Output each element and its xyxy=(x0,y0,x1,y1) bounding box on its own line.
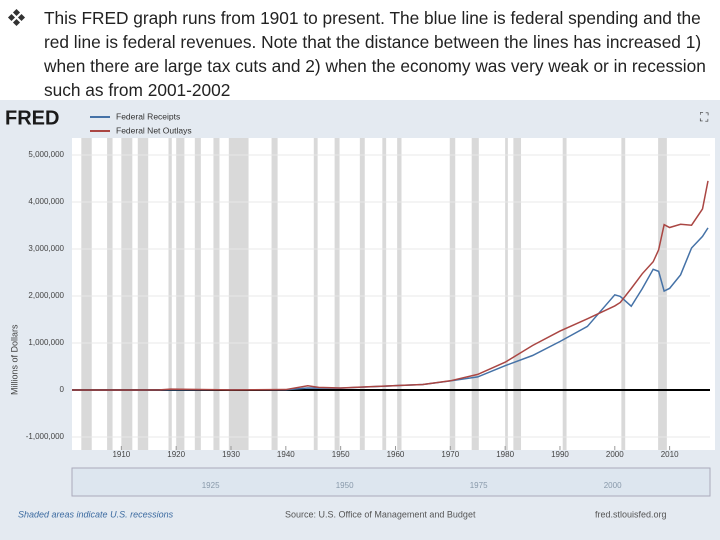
recession-band xyxy=(107,138,113,450)
y-tick-label: 1,000,000 xyxy=(28,338,64,347)
x-tick-label: 1910 xyxy=(112,450,130,459)
x-tick-label: 1980 xyxy=(496,450,514,459)
y-tick-label: 3,000,000 xyxy=(28,244,64,253)
recession-band xyxy=(658,138,667,450)
recession-band xyxy=(359,138,365,450)
y-tick-label: 4,000,000 xyxy=(28,197,64,206)
recession-band xyxy=(137,138,149,450)
recession-band xyxy=(168,138,172,450)
navigator-tick-label: 1925 xyxy=(202,481,220,490)
logo: FRED xyxy=(5,107,59,129)
y-tick-label: -1,000,000 xyxy=(26,432,65,441)
recession-band xyxy=(194,138,201,450)
x-tick-label: 1960 xyxy=(387,450,405,459)
recession-band xyxy=(334,138,340,450)
x-tick-label: 2000 xyxy=(606,450,624,459)
x-tick-label: 1970 xyxy=(441,450,459,459)
y-tick-label: 2,000,000 xyxy=(28,291,64,300)
recession-band xyxy=(176,138,185,450)
plot-area xyxy=(72,138,715,450)
series-line xyxy=(71,180,709,391)
x-tick-label: 1950 xyxy=(332,450,350,459)
navigator-tick-label: 1975 xyxy=(470,481,488,490)
navigator-tick-label: 1950 xyxy=(336,481,354,490)
x-tick-label: 1920 xyxy=(167,450,185,459)
recession-band xyxy=(513,138,522,450)
recession-band xyxy=(397,138,402,450)
legend-label: Federal Receipts xyxy=(116,111,180,121)
recession-band xyxy=(449,138,456,450)
recession-band xyxy=(621,138,626,450)
recession-band xyxy=(562,138,567,450)
navigator[interactable] xyxy=(71,467,711,497)
y-tick-label: 0 xyxy=(60,385,65,394)
navigator-tick-label: 2000 xyxy=(604,481,622,490)
recession-band xyxy=(382,138,387,450)
recession-band xyxy=(505,138,508,450)
x-tick-label: 1940 xyxy=(277,450,295,459)
y-axis-label: Millions of Dollars xyxy=(9,324,19,395)
recession-band xyxy=(271,138,278,450)
source: Source: U.S. Office of Management and Bu… xyxy=(285,509,476,519)
x-tick-label: 2010 xyxy=(661,450,679,459)
site: fred.stlouisfed.org xyxy=(595,509,667,519)
bullet-icon xyxy=(7,8,26,27)
footer-note: Shaded areas indicate U.S. recessions xyxy=(18,509,174,519)
expand-icon[interactable]: ⛶ xyxy=(699,110,709,124)
bullet-text: This FRED graph runs from 1901 to presen… xyxy=(44,8,706,100)
recession-band xyxy=(121,138,133,450)
y-tick-label: 5,000,000 xyxy=(28,150,64,159)
x-tick-label: 1930 xyxy=(222,450,240,459)
recession-band xyxy=(213,138,220,450)
legend-label: Federal Net Outlays xyxy=(116,125,192,135)
chart: FRED ⛶ Millions of Dollars Shaded areas … xyxy=(0,100,720,540)
recession-band xyxy=(81,138,92,450)
recession-band xyxy=(228,138,249,450)
recession-band xyxy=(471,138,479,450)
x-tick-label: 1990 xyxy=(551,450,569,459)
recession-band xyxy=(313,138,318,450)
